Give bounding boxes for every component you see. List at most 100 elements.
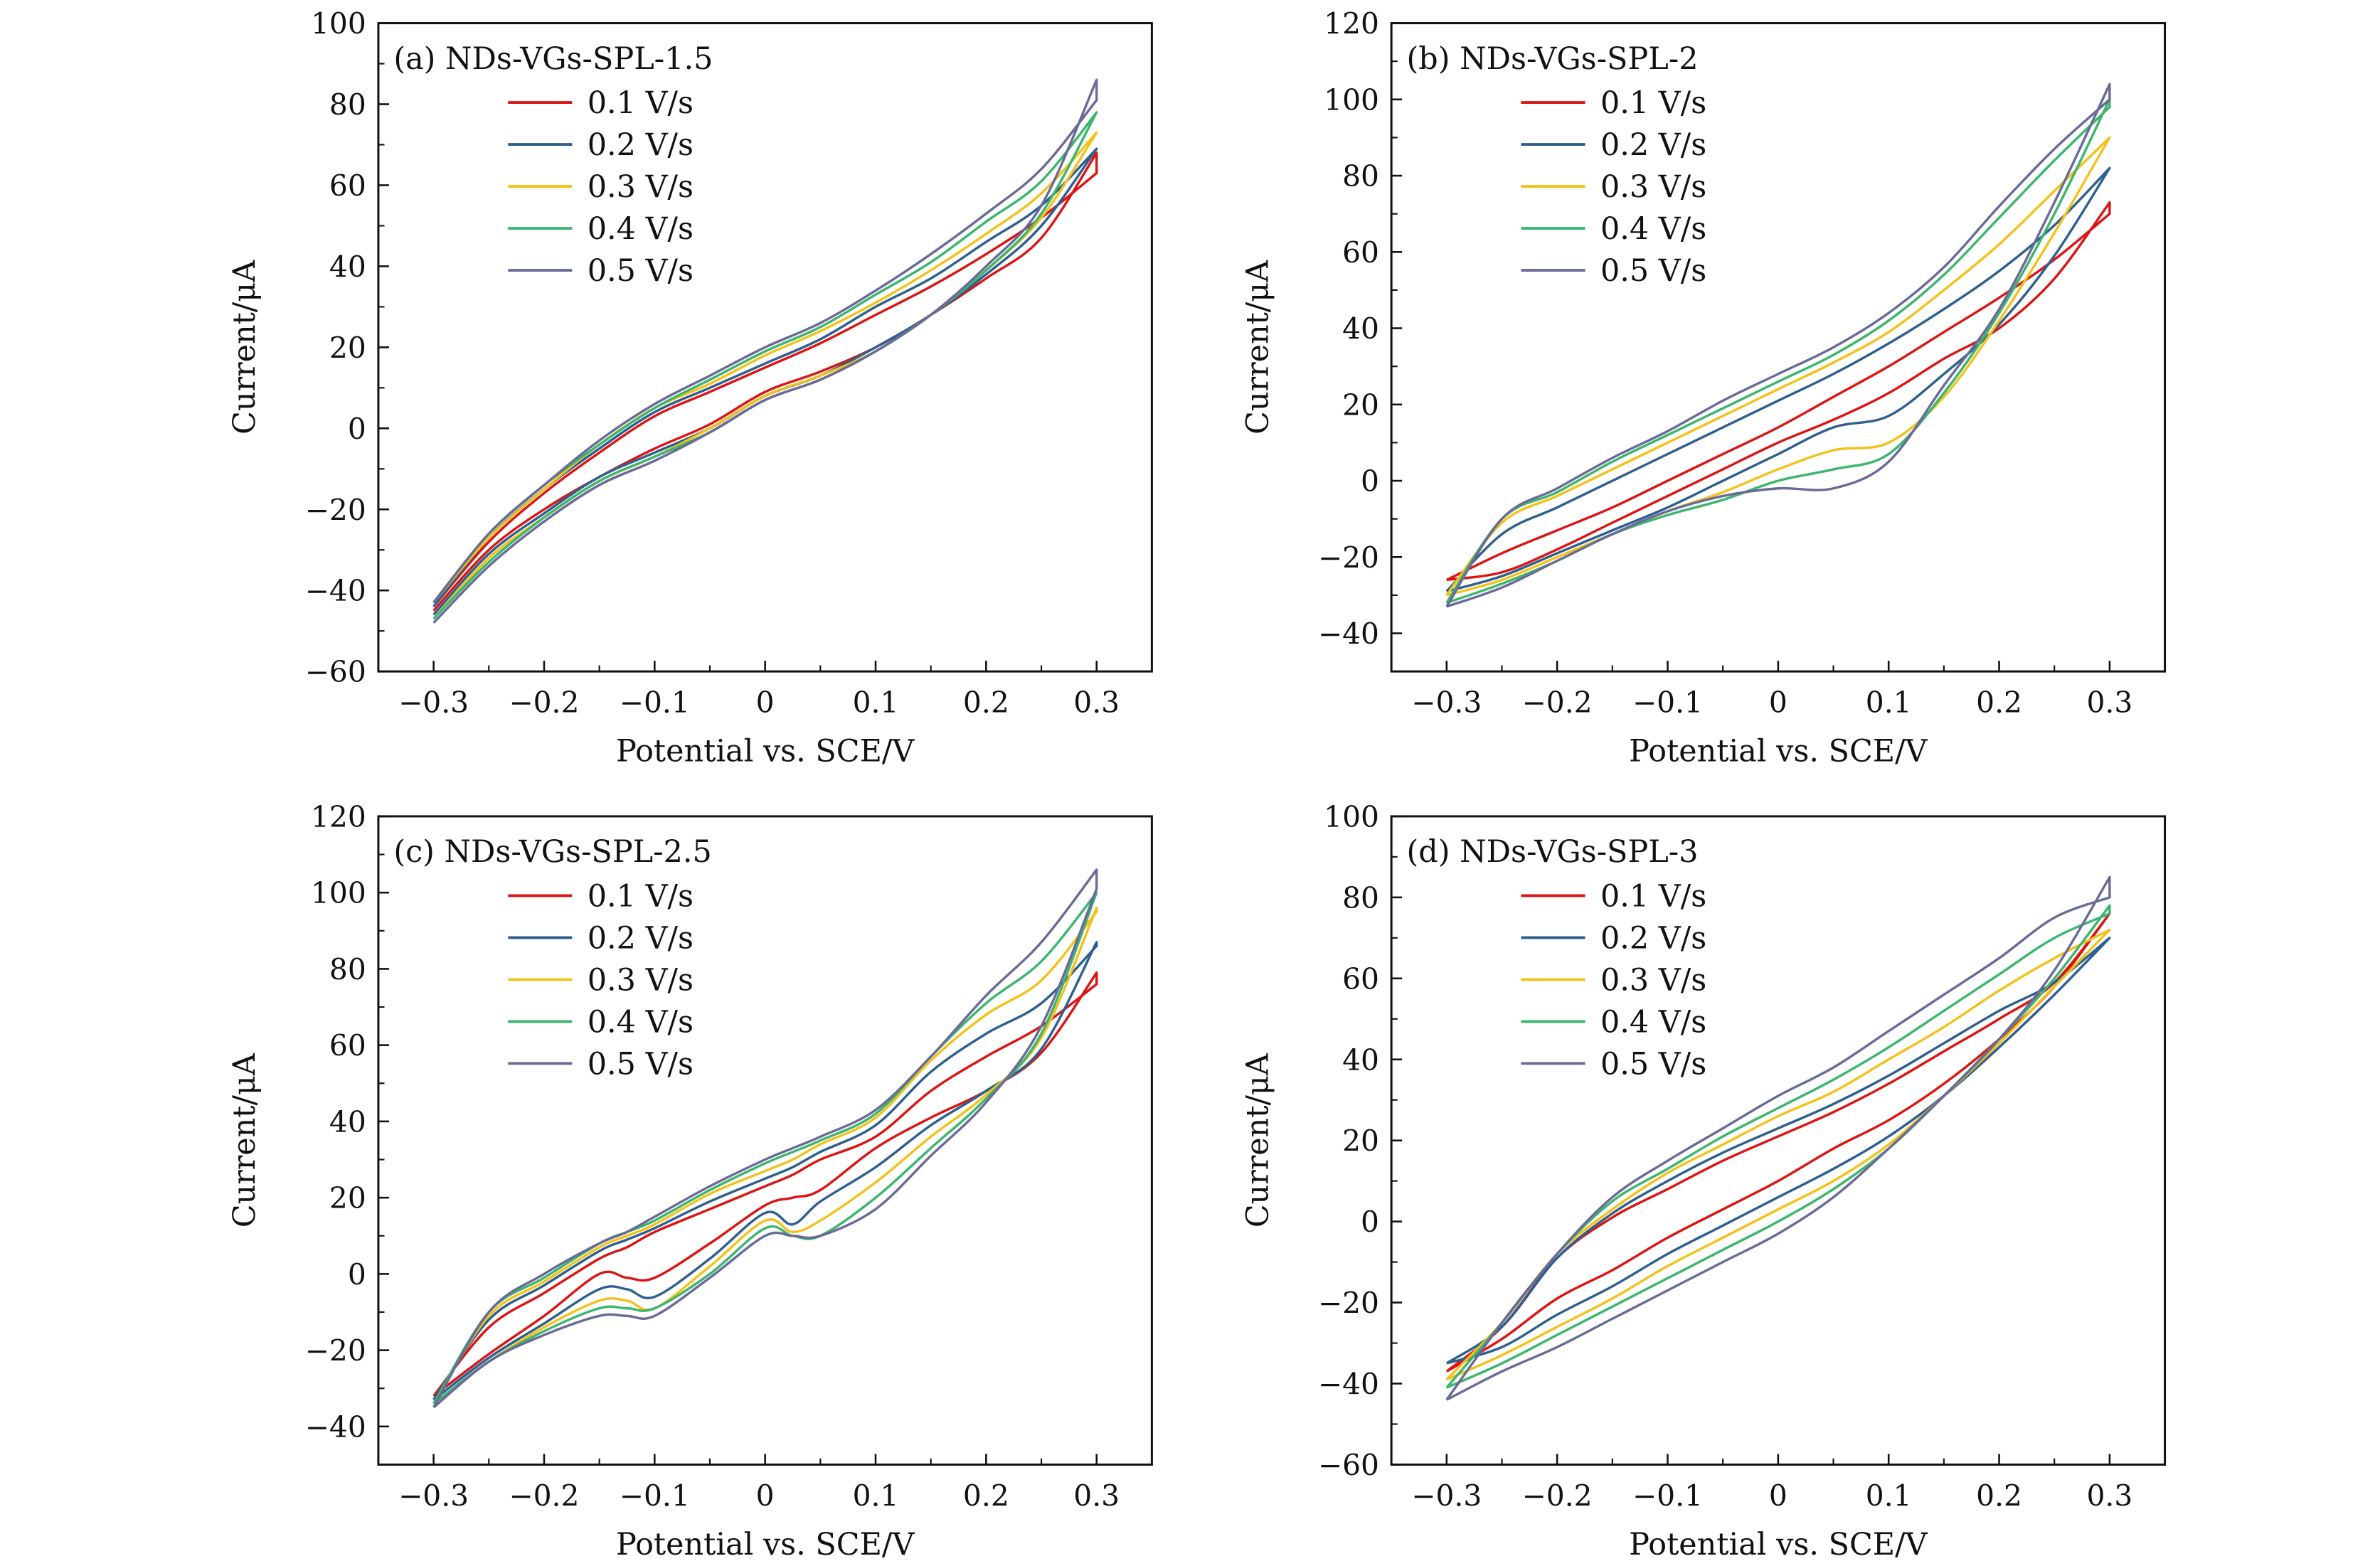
legend: 0.1 V/s 0.2 V/s 0.3 V/s 0.4 V/s 0.5 V/s bbox=[508, 85, 694, 289]
legend-label: 0.2 V/s bbox=[588, 920, 694, 956]
y-tick-label: 60 bbox=[329, 1029, 366, 1063]
series-line-03 bbox=[1445, 928, 2111, 1381]
legend-label: 0.1 V/s bbox=[588, 878, 694, 914]
series-group bbox=[432, 78, 1098, 624]
chart-panel-b: −0.3 −0.2 −0.1 0 0.1 0.2 0.3 −40 −20 0 20 40 60 80 100… bbox=[1240, 7, 2167, 769]
y-tick-label: 40 bbox=[329, 1105, 366, 1139]
y-tick-label: 100 bbox=[1324, 800, 1379, 834]
series-line-05 bbox=[432, 78, 1098, 624]
series-line-01 bbox=[432, 971, 1098, 1397]
y-axis-label: Current/μA bbox=[1240, 260, 1275, 435]
series-line-05 bbox=[1445, 875, 2111, 1401]
y-tick-label: 0 bbox=[348, 412, 366, 446]
y-axis-label: Current/μA bbox=[1240, 1053, 1275, 1227]
y-tick-label: −20 bbox=[305, 493, 366, 527]
legend-label: 0.4 V/s bbox=[1600, 1004, 1706, 1040]
series-line-04 bbox=[1445, 98, 2111, 604]
legend-label: 0.1 V/s bbox=[1600, 878, 1706, 914]
legend-label: 0.5 V/s bbox=[1600, 253, 1706, 289]
legend-label: 0.2 V/s bbox=[1600, 920, 1706, 956]
legend-label: 0.3 V/s bbox=[588, 962, 694, 998]
y-tick-label: 0 bbox=[348, 1257, 366, 1291]
y-tick-label: 60 bbox=[329, 169, 366, 203]
series-line-01 bbox=[432, 151, 1098, 612]
y-axis-label: Current/μA bbox=[227, 260, 262, 435]
legend-label: 0.3 V/s bbox=[588, 169, 694, 205]
y-tick-label: 0 bbox=[1361, 1205, 1379, 1240]
y-tick-label: −60 bbox=[1318, 1448, 1379, 1482]
series-group bbox=[1445, 875, 2111, 1401]
panel-title: (b) NDs-VGs-SPL-2 bbox=[1407, 41, 1699, 77]
x-tick-label: 0.3 bbox=[2086, 686, 2132, 720]
x-tick-label: 0 bbox=[756, 686, 775, 720]
chart-panel-a: −0.3 −0.2 −0.1 0 0.1 0.2 0.3 −60 −40 −20 0 20 40 60 80… bbox=[227, 7, 1153, 769]
panel-title: (a) NDs-VGs-SPL-1.5 bbox=[393, 41, 713, 77]
y-tick-label: 120 bbox=[1324, 7, 1379, 41]
x-tick-label: 0 bbox=[1769, 686, 1787, 720]
x-tick-label: −0.3 bbox=[398, 686, 469, 720]
y-tick-label: 20 bbox=[329, 1181, 366, 1215]
x-tick-label: −0.2 bbox=[1522, 1479, 1593, 1513]
y-tick-label: 80 bbox=[1342, 159, 1379, 193]
legend-label: 0.5 V/s bbox=[1600, 1046, 1706, 1082]
series-line-02 bbox=[1445, 937, 2111, 1365]
legend-label: 0.3 V/s bbox=[1600, 169, 1706, 205]
y-tick-label: −40 bbox=[1318, 1368, 1379, 1402]
x-tick-label: −0.1 bbox=[620, 686, 690, 720]
legend-label: 0.2 V/s bbox=[1600, 127, 1706, 163]
x-axis-label: Potential vs. SCE/V bbox=[1629, 1527, 1928, 1561]
y-tick-label: 120 bbox=[311, 800, 366, 834]
chart-panel-c: −0.3 −0.2 −0.1 0 0.1 0.2 0.3 −40 −20 0 20 40 60 80 100… bbox=[227, 800, 1153, 1561]
legend-label: 0.4 V/s bbox=[588, 211, 694, 247]
y-axis-label: Current/μA bbox=[227, 1053, 262, 1227]
y-tick-label: 100 bbox=[311, 7, 366, 41]
x-axis-label: Potential vs. SCE/V bbox=[616, 734, 915, 769]
series-group bbox=[432, 868, 1098, 1409]
x-tick-label: 0.3 bbox=[1073, 686, 1120, 720]
y-tick-label: −60 bbox=[305, 655, 366, 689]
series-line-02 bbox=[432, 147, 1098, 616]
x-tick-label: −0.3 bbox=[398, 1479, 469, 1513]
axes-frame bbox=[377, 815, 1153, 1466]
x-tick-label: −0.2 bbox=[509, 1479, 579, 1513]
y-tick-label: 60 bbox=[1342, 235, 1379, 270]
legend-label: 0.5 V/s bbox=[588, 1046, 694, 1082]
y-tick-label: 80 bbox=[329, 88, 366, 122]
series-line-01 bbox=[1446, 201, 2111, 582]
x-tick-label: 0.3 bbox=[2086, 1479, 2132, 1513]
series-line-04 bbox=[1445, 904, 2111, 1389]
x-tick-label: 0.1 bbox=[1866, 686, 1912, 720]
y-tick-label: 20 bbox=[1342, 388, 1379, 422]
y-tick-label: −40 bbox=[305, 574, 366, 608]
legend-label: 0.3 V/s bbox=[1600, 962, 1706, 998]
y-tick-label: −20 bbox=[305, 1334, 366, 1368]
x-tick-label: −0.3 bbox=[1411, 686, 1482, 720]
legend-label: 0.4 V/s bbox=[588, 1004, 694, 1040]
panel-title: (d) NDs-VGs-SPL-3 bbox=[1407, 834, 1699, 870]
x-tick-label: 0.2 bbox=[963, 686, 1009, 720]
x-tick-label: 0 bbox=[756, 1479, 775, 1513]
y-tick-label: 0 bbox=[1361, 464, 1379, 499]
legend: 0.1 V/s 0.2 V/s 0.3 V/s 0.4 V/s 0.5 V/s bbox=[1521, 85, 1706, 289]
x-tick-label: −0.3 bbox=[1411, 1479, 1482, 1513]
x-tick-label: −0.1 bbox=[1632, 686, 1703, 720]
x-axis-label: Potential vs. SCE/V bbox=[1629, 734, 1928, 769]
series-line-05 bbox=[1445, 82, 2111, 608]
series-line-05 bbox=[432, 868, 1098, 1409]
legend: 0.1 V/s 0.2 V/s 0.3 V/s 0.4 V/s 0.5 V/s bbox=[508, 878, 694, 1082]
series-line-04 bbox=[432, 891, 1098, 1405]
axes-frame bbox=[1390, 815, 2167, 1466]
legend: 0.1 V/s 0.2 V/s 0.3 V/s 0.4 V/s 0.5 V/s bbox=[1521, 878, 1706, 1082]
legend-label: 0.1 V/s bbox=[588, 85, 694, 121]
x-tick-label: −0.2 bbox=[509, 686, 579, 720]
series-line-01 bbox=[1445, 912, 2111, 1373]
legend-label: 0.4 V/s bbox=[1600, 211, 1706, 247]
series-line-04 bbox=[432, 111, 1098, 620]
x-tick-label: −0.1 bbox=[620, 1479, 690, 1513]
x-tick-label: −0.1 bbox=[1632, 1479, 1703, 1513]
legend-label: 0.1 V/s bbox=[1600, 85, 1706, 121]
x-tick-label: 0.3 bbox=[1073, 1479, 1120, 1513]
y-tick-label: 40 bbox=[1342, 312, 1379, 346]
y-tick-label: 40 bbox=[329, 250, 366, 284]
